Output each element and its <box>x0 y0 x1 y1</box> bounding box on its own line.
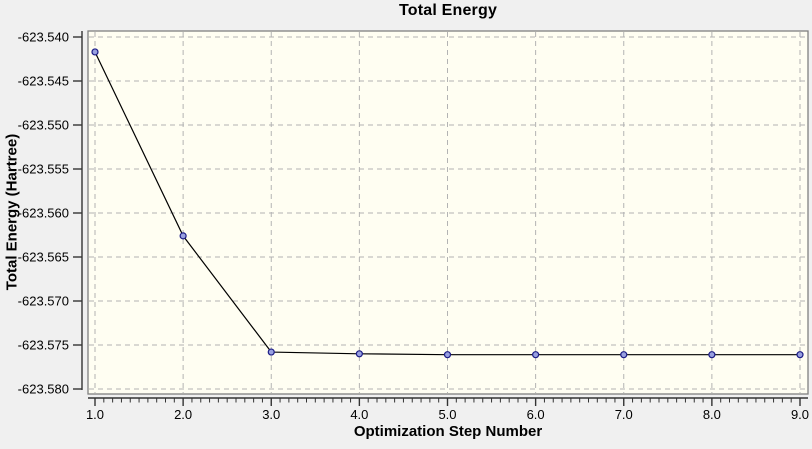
y-tick-label: -623.565 <box>18 250 69 265</box>
data-point-marker <box>532 351 540 359</box>
data-point-marker <box>91 48 99 56</box>
x-tick-label: 2.0 <box>174 407 192 422</box>
y-tick-label: -623.550 <box>18 118 69 133</box>
y-tick-label: -623.540 <box>18 30 69 45</box>
x-tick-label: 9.0 <box>791 407 809 422</box>
y-tick-label: -623.580 <box>18 382 69 397</box>
data-point-marker <box>620 351 628 359</box>
x-tick-label: 1.0 <box>86 407 104 422</box>
y-tick-label: -623.560 <box>18 206 69 221</box>
x-tick-label: 7.0 <box>615 407 633 422</box>
y-tick-label: -623.545 <box>18 74 69 89</box>
chart-title: Total Energy <box>398 2 498 19</box>
data-point-marker <box>267 348 275 356</box>
data-point-marker <box>443 351 452 359</box>
x-tick-label: 4.0 <box>350 407 368 422</box>
x-tick-label: 6.0 <box>527 407 545 422</box>
x-tick-label: 3.0 <box>262 407 280 422</box>
data-point-marker <box>355 350 363 358</box>
y-tick-label: -623.570 <box>18 294 69 309</box>
y-tick-label: -623.575 <box>18 338 69 353</box>
data-point-marker <box>708 351 716 359</box>
x-tick-label: 5.0 <box>438 407 456 422</box>
x-axis-title: Optimization Step Number <box>353 423 543 440</box>
x-tick-label: 8.0 <box>703 407 721 422</box>
data-point-marker <box>179 232 187 240</box>
y-tick-label: -623.555 <box>18 162 69 177</box>
data-point-marker <box>796 351 804 359</box>
